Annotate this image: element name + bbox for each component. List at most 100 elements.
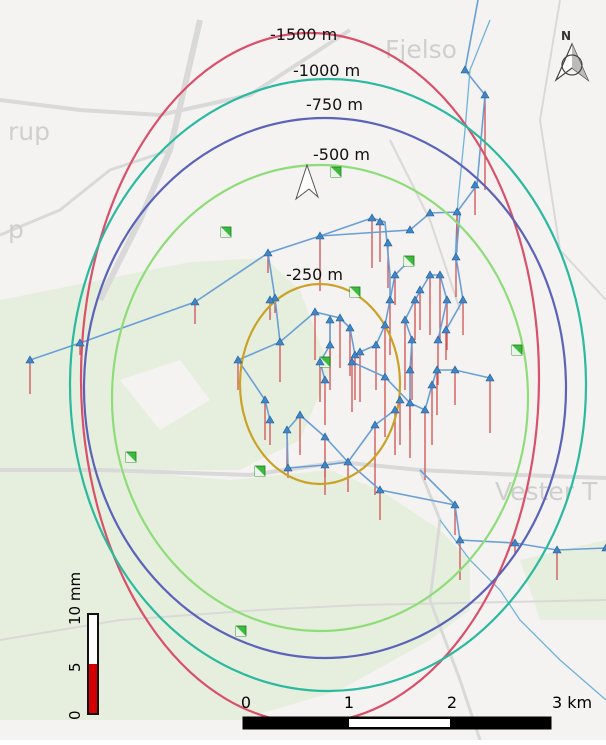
network-line [319,320,331,381]
station-triangle-icon[interactable] [485,373,495,382]
station-triangle-icon[interactable] [405,398,415,407]
station-triangle-icon[interactable] [433,335,443,344]
station-triangle-icon[interactable] [601,543,606,552]
station-triangle-icon[interactable] [410,295,420,304]
contour-750 [82,116,568,660]
station-triangle-icon[interactable] [270,293,280,302]
station-triangle-icon[interactable] [265,295,275,304]
station-triangle-icon[interactable] [315,357,325,366]
station-triangle-icon[interactable] [470,180,480,189]
station-triangle-icon[interactable] [25,355,35,364]
station-triangle-icon[interactable] [380,372,390,381]
station-triangle-icon[interactable] [320,460,330,469]
network-line [237,311,356,361]
station-triangle-icon[interactable] [510,538,520,547]
well-square-icon[interactable] [330,166,342,178]
displacement-legend: 0 5 10 mm [66,572,99,720]
station-triangle-icon[interactable] [442,295,452,304]
station-triangle-icon[interactable] [435,270,445,279]
station-triangle-icon[interactable] [320,432,330,441]
station-triangle-icon[interactable] [455,535,465,544]
station-triangle-icon[interactable] [375,485,385,494]
well-square-icon[interactable] [254,465,266,477]
contour-label-250: -250 m [286,265,343,284]
legend-tick-10: 10 mm [66,572,84,625]
station-triangle-icon[interactable] [405,225,415,234]
well-square-icon[interactable] [511,344,523,356]
station-triangle-icon[interactable] [343,457,353,466]
place-label-p: p [8,215,24,244]
station-triangle-icon[interactable] [371,340,381,349]
network-line [409,369,438,412]
station-triangle-icon[interactable] [405,365,415,374]
station-triangle-icon[interactable] [275,337,285,346]
station-triangle-icon[interactable] [355,347,365,356]
station-triangle-icon[interactable] [458,295,468,304]
network-line [464,0,479,71]
scale-tick-3: 3 km [552,693,592,712]
legend-tick-5: 5 [66,662,84,672]
stations [25,65,606,554]
station-triangle-icon[interactable] [325,315,335,324]
station-triangle-icon[interactable] [460,65,470,74]
station-triangle-icon[interactable] [315,231,325,240]
station-triangle-icon[interactable] [427,380,437,389]
station-triangle-icon[interactable] [432,365,442,374]
station-triangle-icon[interactable] [452,207,462,216]
station-triangle-icon[interactable] [335,313,345,322]
station-triangle-icon[interactable] [295,410,305,419]
contour-1000 [68,77,588,693]
station-triangle-icon[interactable] [320,375,330,384]
north-arrow-icon: N [554,29,590,82]
station-triangle-icon[interactable] [367,213,377,222]
station-triangle-icon[interactable] [415,285,425,294]
station-triangle-icon[interactable] [450,500,460,509]
station-triangle-icon[interactable] [451,252,461,261]
station-triangle-icon[interactable] [310,307,320,316]
station-triangle-icon[interactable] [385,295,395,304]
direction-arrow-icon [295,163,320,201]
station-triangle-icon[interactable] [420,405,430,414]
contour-250 [238,282,402,486]
station-triangle-icon[interactable] [325,340,335,349]
station-triangle-icon[interactable] [282,425,292,434]
well-square-icon[interactable] [403,255,415,267]
network-line [379,489,606,551]
station-triangle-icon[interactable] [383,238,393,247]
station-triangle-icon[interactable] [283,463,293,472]
station-triangle-icon[interactable] [75,338,85,347]
network-line [464,69,486,96]
station-triangle-icon[interactable] [390,270,400,279]
station-triangle-icon[interactable] [450,365,460,374]
station-triangle-icon[interactable] [552,545,562,554]
station-triangle-icon[interactable] [407,335,417,344]
well-square-icon[interactable] [235,625,247,637]
network-line [287,461,381,491]
station-triangle-icon[interactable] [400,315,410,324]
scale-tick-0: 0 [241,693,251,712]
well-square-icon[interactable] [349,286,361,298]
station-triangle-icon[interactable] [233,355,243,364]
contour-500 [110,163,530,633]
station-triangle-icon[interactable] [480,90,490,99]
station-triangle-icon[interactable] [370,420,380,429]
well-square-icon[interactable] [220,226,232,238]
station-triangle-icon[interactable] [395,395,405,404]
network-line [359,299,391,353]
well-square-icon[interactable] [125,451,137,463]
network-line [371,217,391,300]
station-triangle-icon[interactable] [263,248,273,257]
station-triangle-icon[interactable] [260,395,270,404]
station-triangle-icon[interactable] [390,405,400,414]
station-triangle-icon[interactable] [380,320,390,329]
station-triangle-icon[interactable] [345,323,355,332]
station-triangle-icon[interactable] [190,297,200,306]
station-triangle-icon[interactable] [425,208,435,217]
station-triangle-icon[interactable] [265,415,275,424]
station-triangle-icon[interactable] [425,270,435,279]
station-triangle-icon[interactable] [375,217,385,226]
station-triangle-icon[interactable] [441,325,451,334]
station-triangle-icon[interactable] [347,357,357,366]
